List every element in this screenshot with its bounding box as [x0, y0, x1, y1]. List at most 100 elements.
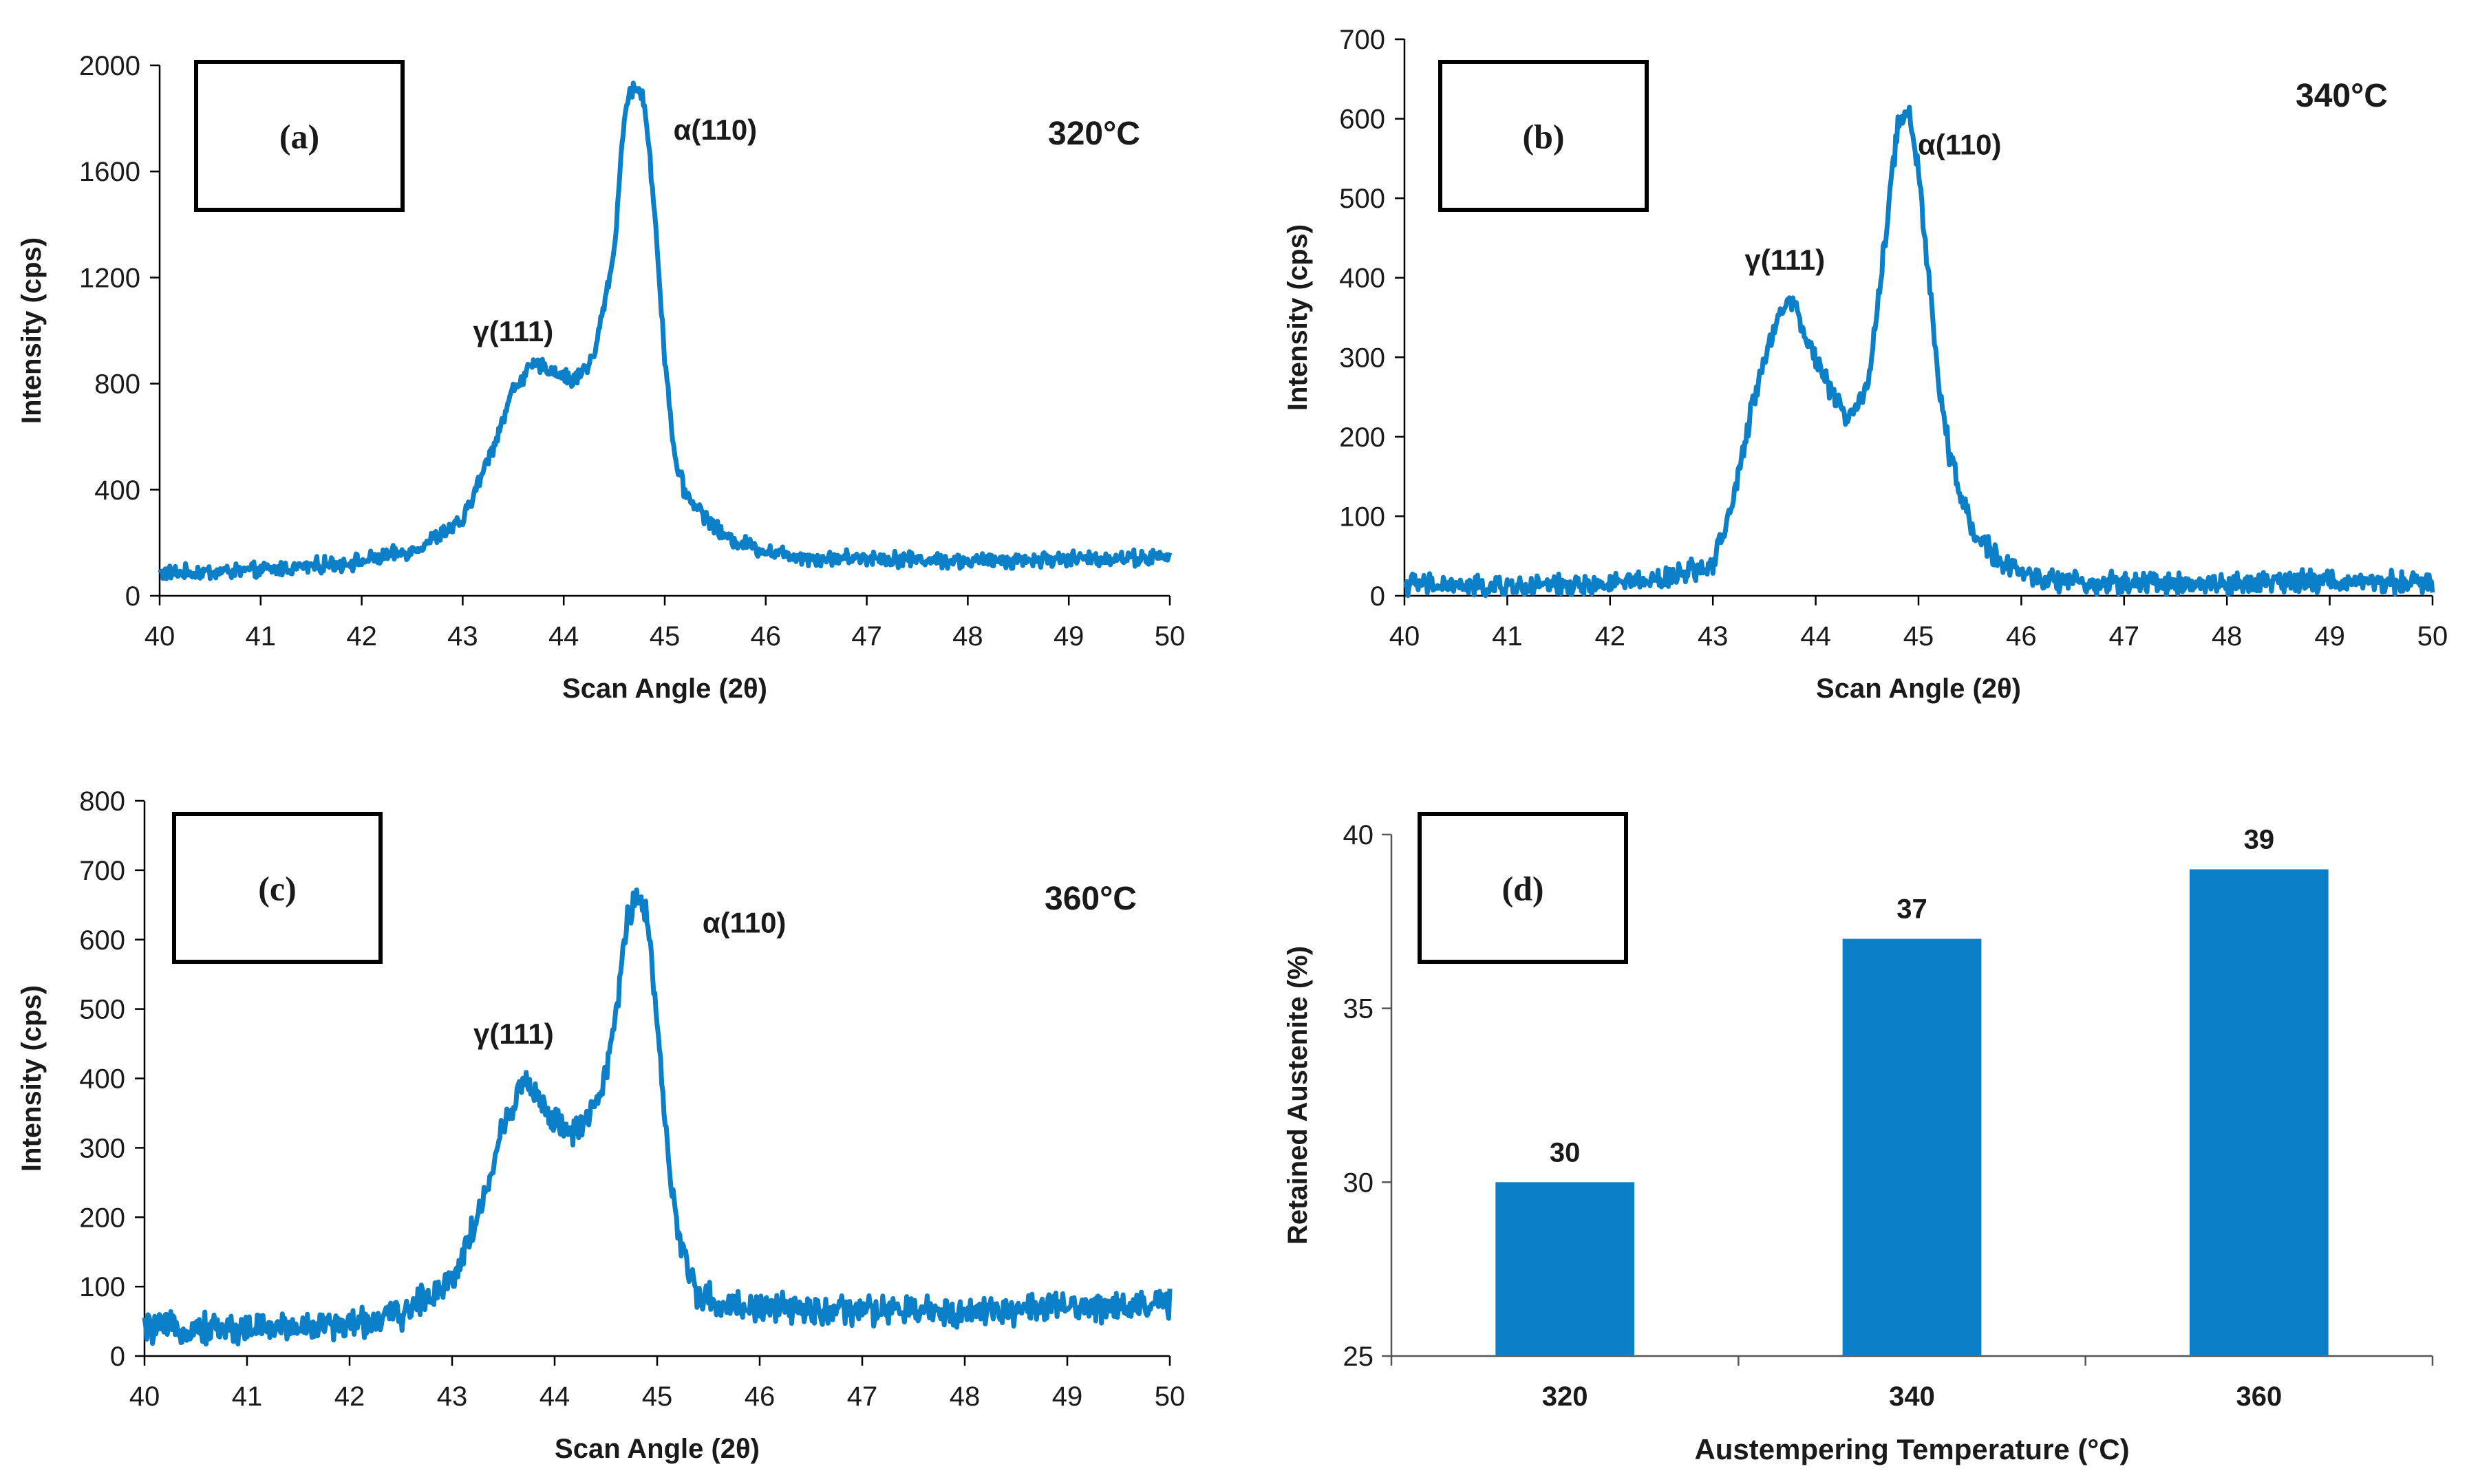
panel-c: 40 41 42 43 44 45 46 47 48 49 50010020030040050060… [17, 786, 1185, 1464]
bar-360 [2189, 869, 2329, 1356]
y-axis-title: Retained Austenite (%) [1283, 946, 1313, 1245]
x-tick-label: 43 [1698, 621, 1729, 652]
panel-label: (d) [1501, 870, 1543, 908]
x-tick-label: 44 [548, 621, 579, 652]
y-tick-label: 1600 [79, 157, 140, 187]
y-tick-label: 1200 [79, 263, 140, 293]
panel-d: 25 30 35 40 30 320 37 340 39 360 Austempering Temp… [1283, 812, 2434, 1465]
y-tick-label: 600 [1339, 105, 1385, 135]
x-tick-label: 41 [1492, 621, 1523, 652]
x-tick-label: 40 [145, 621, 175, 652]
y-axis-title: Intensity (cps) [1283, 224, 1313, 411]
series-line-b [1403, 105, 2435, 599]
x-tick-label: 40 [1389, 621, 1420, 652]
x-tick-label: 46 [751, 621, 782, 652]
y-tick-label: 700 [79, 856, 125, 886]
y-tick-label: 600 [79, 925, 125, 956]
x-tick-label: 42 [1595, 621, 1626, 652]
x-tick-label: 43 [447, 621, 478, 652]
y-tick-label: 400 [94, 475, 140, 506]
y-tick-label: 800 [79, 786, 125, 817]
y-axis-title: Intensity (cps) [17, 985, 47, 1172]
x-tick-label: 41 [232, 1381, 263, 1412]
y-tick-label: 300 [1339, 343, 1385, 373]
peak-annotation: α(110) [1918, 129, 2002, 161]
peak-annotation: γ(111) [1744, 244, 1825, 276]
x-tick-label: 50 [1155, 1381, 1186, 1412]
panel-label: (a) [279, 118, 319, 156]
y-tick-label: 35 [1343, 994, 1374, 1024]
x-tick-label: 45 [1903, 621, 1934, 652]
x-tick-label: 47 [851, 621, 882, 652]
bar-data-label: 37 [1896, 894, 1927, 925]
x-tick-label: 49 [2314, 621, 2345, 652]
y-tick-label: 200 [79, 1203, 125, 1233]
x-tick-label: 48 [952, 621, 983, 652]
y-tick-label: 700 [1339, 25, 1385, 55]
peak-annotation: γ(111) [473, 1018, 554, 1050]
panel-label-box [1438, 60, 1649, 212]
x-axis-title: Scan Angle (2θ) [1816, 674, 2021, 704]
x-tick-label: 46 [745, 1381, 776, 1412]
x-axis-title: Scan Angle (2θ) [555, 1434, 760, 1464]
x-tick-label: 45 [642, 1381, 673, 1412]
x-tick-label: 340 [1889, 1381, 1935, 1412]
y-tick-label: 30 [1343, 1168, 1374, 1198]
panel-b: 40 41 42 43 44 45 46 47 48 49 50010020030040050060… [1283, 25, 2448, 704]
x-tick-label: 47 [847, 1381, 878, 1412]
bar-data-label: 39 [2244, 825, 2275, 855]
panel-label-box [194, 60, 405, 212]
panel-label: (b) [1522, 118, 1564, 156]
y-tick-label: 200 [1339, 422, 1385, 453]
y-tick-label: 800 [94, 369, 140, 400]
peak-annotation: α(110) [674, 114, 758, 146]
temperature-label: 320°C [1048, 116, 1140, 152]
y-tick-label: 25 [1343, 1342, 1374, 1372]
y-tick-label: 400 [1339, 264, 1385, 294]
x-tick-label: 48 [950, 1381, 981, 1412]
bar-320 [1495, 1182, 1635, 1356]
x-tick-label: 50 [2417, 621, 2448, 652]
panel-label-box [1418, 812, 1628, 964]
bar-data-label: 30 [1550, 1137, 1581, 1168]
panel-a: 40 41 42 43 44 45 46 47 48 49 50 0 400 800 1200 1600 200… [17, 51, 1185, 704]
y-tick-label: 400 [79, 1064, 125, 1095]
y-tick-label: 40 [1343, 820, 1374, 850]
x-tick-label: 41 [246, 621, 277, 652]
x-tick-label: 43 [437, 1381, 468, 1412]
y-axis-title: Intensity (cps) [17, 237, 47, 424]
x-tick-label: 42 [346, 621, 377, 652]
x-tick-label: 46 [2006, 621, 2037, 652]
x-tick-label: 48 [2212, 621, 2243, 652]
x-tick-label: 42 [334, 1381, 365, 1412]
x-tick-label: 47 [2109, 621, 2140, 652]
peak-annotation: α(110) [703, 907, 787, 939]
x-axis-title: Scan Angle (2θ) [562, 674, 767, 704]
panel-label: (c) [258, 870, 297, 908]
x-axis-title: Austempering Temperature (°C) [1694, 1433, 2129, 1465]
temperature-label: 340°C [2296, 78, 2388, 114]
y-tick-label: 0 [125, 581, 140, 612]
y-tick-label: 2000 [79, 51, 140, 81]
x-tick-label: 49 [1054, 621, 1084, 652]
y-tick-label: 500 [79, 995, 125, 1025]
x-tick-label: 320 [1542, 1381, 1588, 1412]
series-line-a [158, 80, 1173, 581]
x-tick-label: 45 [650, 621, 681, 652]
x-tick-label: 44 [1800, 621, 1831, 652]
panel-label-box [172, 812, 383, 964]
temperature-label: 360°C [1045, 881, 1137, 917]
peak-annotation: γ(111) [473, 315, 553, 347]
x-tick-label: 360 [2236, 1381, 2282, 1412]
x-tick-label: 40 [129, 1381, 160, 1412]
x-tick-label: 44 [539, 1381, 570, 1412]
y-tick-label: 0 [1370, 581, 1385, 612]
y-tick-label: 100 [79, 1272, 125, 1302]
y-tick-label: 100 [1339, 502, 1385, 532]
x-tick-label: 49 [1052, 1381, 1083, 1412]
x-tick-label: 50 [1155, 621, 1186, 652]
bar-340 [1842, 938, 1982, 1356]
y-tick-label: 500 [1339, 184, 1385, 214]
